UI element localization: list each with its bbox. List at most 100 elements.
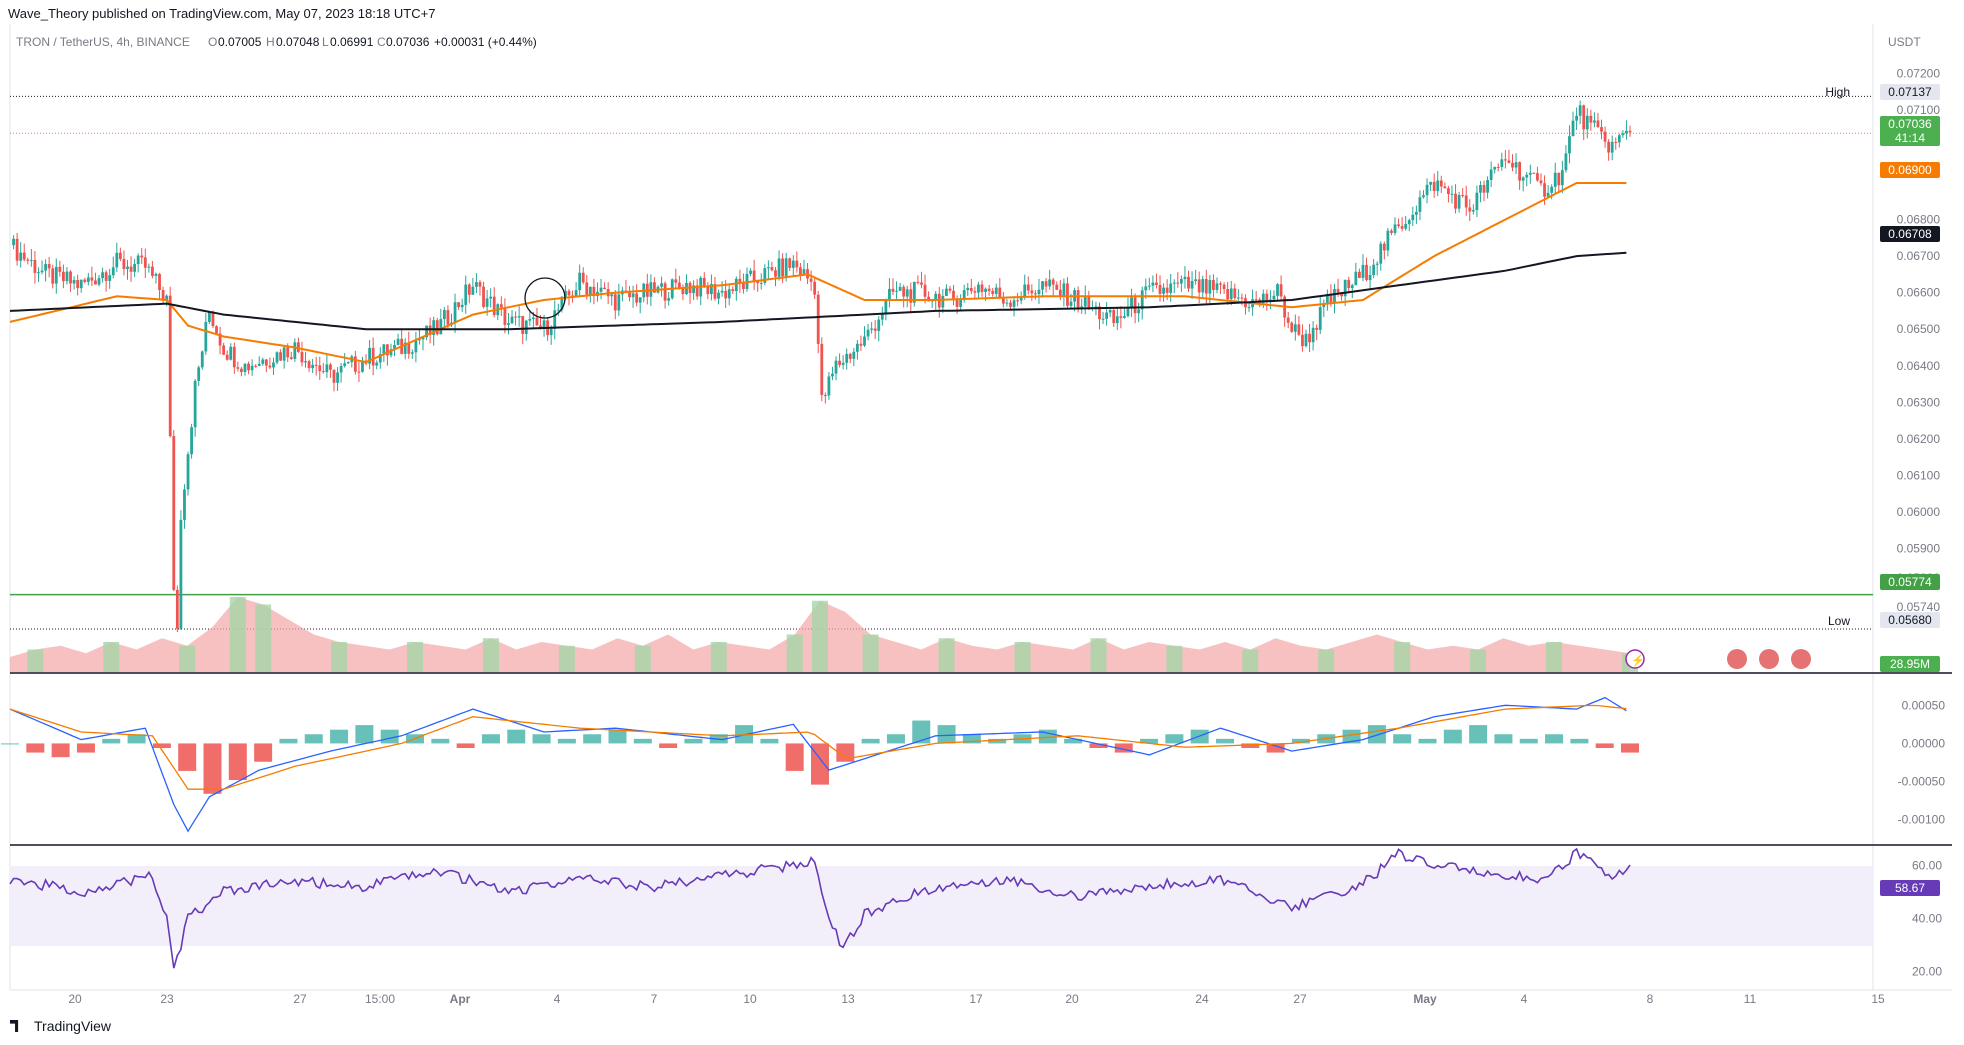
price-tick-label: 0.06300 [1897, 395, 1941, 409]
candle-body [1436, 180, 1440, 192]
candle-body [1343, 279, 1347, 297]
volume-bar-up [1318, 649, 1335, 672]
candle-body [969, 287, 973, 292]
lightning-glyph-icon: ⚡ [1631, 654, 1645, 667]
lightning-event-icon[interactable] [1625, 649, 1645, 669]
price-tick-label: 0.06100 [1897, 468, 1941, 482]
candle-body [467, 284, 471, 295]
macd-histogram-bar [760, 738, 779, 744]
volume-bar-up [229, 597, 246, 672]
candle-body [65, 271, 69, 282]
candle-body [325, 364, 329, 373]
candle-body [435, 320, 439, 335]
macd-histogram-bar [1367, 725, 1386, 744]
candle-body [1621, 133, 1625, 136]
macd-histogram-bar [304, 734, 323, 744]
candle-body [69, 271, 72, 284]
candle-body [731, 289, 735, 292]
footer-brand[interactable]: TradingView [10, 1018, 111, 1034]
candle-body [190, 427, 193, 455]
macd-histogram-bar [988, 738, 1007, 744]
candle-body [478, 282, 482, 287]
high-badge-value: 0.07137 [1888, 85, 1932, 99]
us-flag-icon[interactable] [1727, 649, 1747, 669]
candle-body [414, 340, 418, 353]
candle-body [200, 351, 204, 368]
candle-body [15, 238, 19, 261]
candle-body [97, 278, 101, 285]
macd-histogram-bar [355, 725, 374, 744]
candle-body [1297, 324, 1301, 335]
candle-body [617, 294, 621, 311]
candle-body [1372, 264, 1376, 276]
candle-body [22, 252, 26, 260]
tradingview-logo-icon [10, 1020, 19, 1032]
candle-body [1457, 194, 1461, 209]
high-tag-label: High [1825, 85, 1850, 99]
candle-body [499, 304, 503, 308]
candle-body [158, 273, 161, 291]
low-tag-label: Low [1828, 614, 1850, 628]
candle-body [282, 347, 286, 361]
macd-histogram-bar [254, 743, 273, 762]
candle-body [1041, 281, 1044, 290]
macd-tick-label: -0.00050 [1898, 775, 1946, 789]
candle-body [1226, 289, 1230, 300]
candle-body [1094, 306, 1098, 308]
macd-histogram-bar [1545, 734, 1564, 744]
candle-body [1550, 186, 1554, 193]
currency-label: USDT [1888, 35, 1921, 49]
volume-bar-up [710, 642, 727, 672]
candle-body [517, 316, 521, 318]
time-tick-label: 20 [1065, 992, 1079, 1006]
volume-bar-up [407, 642, 423, 672]
price-tick-label: 0.07100 [1897, 103, 1941, 117]
candle-body [204, 321, 208, 352]
candle-body [1069, 301, 1073, 306]
candle-body [1568, 136, 1571, 154]
candle-body [503, 307, 507, 325]
macd-histogram-bar [1570, 738, 1589, 744]
candle-body [567, 290, 571, 296]
candle-body [375, 362, 379, 366]
volume-badge-value: 28.95M [1890, 657, 1930, 671]
candle-body [1425, 184, 1429, 196]
candle-body [1290, 322, 1294, 332]
macd-histogram-bar [51, 743, 70, 758]
candle-body [86, 277, 90, 282]
candle-body [564, 290, 567, 297]
macd-histogram-bar [481, 734, 500, 744]
candle-body [33, 259, 37, 273]
candle-body [1212, 279, 1215, 290]
candle-body [289, 357, 293, 359]
candle-body [136, 255, 140, 265]
candle-body [888, 288, 891, 300]
candle-body [432, 320, 436, 336]
us-flag-icon[interactable] [1791, 649, 1811, 669]
candle-body [396, 338, 400, 345]
macd-histogram-bar [1165, 734, 1184, 744]
candle-body [549, 328, 553, 336]
macd-histogram-bar [1266, 743, 1285, 753]
price-tick-label: 0.06800 [1897, 213, 1941, 227]
candle-body [681, 287, 685, 295]
us-flag-icon[interactable] [1759, 649, 1779, 669]
time-tick-label: 20 [68, 992, 82, 1006]
candle-body [19, 252, 23, 261]
candle-body [1447, 188, 1450, 195]
candle-body [471, 286, 475, 295]
candle-body [314, 364, 318, 366]
candle-body [1179, 279, 1183, 284]
candle-body [1414, 211, 1418, 215]
candle-body [774, 270, 777, 277]
candle-body [702, 277, 706, 287]
candle-body [1112, 309, 1116, 324]
candle-body [382, 344, 386, 355]
candle-body [1464, 195, 1468, 208]
candle-body [816, 294, 820, 344]
candle-body [1325, 293, 1329, 304]
brand-text: TradingView [34, 1018, 112, 1034]
candle-body [90, 277, 94, 281]
